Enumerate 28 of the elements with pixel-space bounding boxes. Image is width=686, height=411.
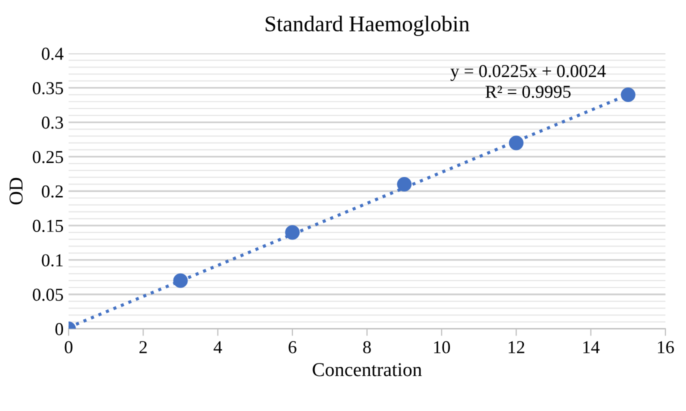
y-tick-label: 0.35 (32, 82, 64, 94)
y-axis-title: OD (10, 178, 23, 204)
x-axis-title: Concentration (312, 363, 422, 376)
x-tick-label: 8 (363, 341, 371, 354)
annotation: y = 0.0225x + 0.0024 (450, 64, 606, 81)
x-tick-label: 16 (658, 341, 674, 354)
chart-title: Standard Haemoglobin (266, 16, 470, 36)
y-tick-label: 0.4 (42, 48, 64, 60)
point (173, 273, 188, 288)
x-tick-label: 12 (508, 341, 524, 354)
x-tick-label: 0 (64, 341, 72, 354)
y-tick-label: 0.2 (42, 185, 63, 198)
y-tick-label: 0.1 (42, 254, 63, 266)
point (285, 225, 300, 240)
point (620, 87, 636, 102)
x-tick-label: 14 (583, 341, 600, 354)
x-tick-label: 2 (139, 341, 147, 354)
y-tick-label: 0.05 (32, 288, 64, 301)
y-tick-label: 0.15 (32, 220, 64, 232)
annotation: R² = 0.9995 (486, 86, 571, 98)
x-tick-label: 6 (288, 341, 296, 354)
x-tick-label: 10 (434, 341, 450, 354)
x-tick-label: 4 (214, 341, 222, 354)
y-tick-label: 0 (55, 323, 64, 336)
y-tick-label: 0.3 (42, 116, 64, 129)
point (397, 176, 412, 192)
point (508, 136, 524, 150)
y-tick-label: 0.25 (32, 150, 64, 164)
